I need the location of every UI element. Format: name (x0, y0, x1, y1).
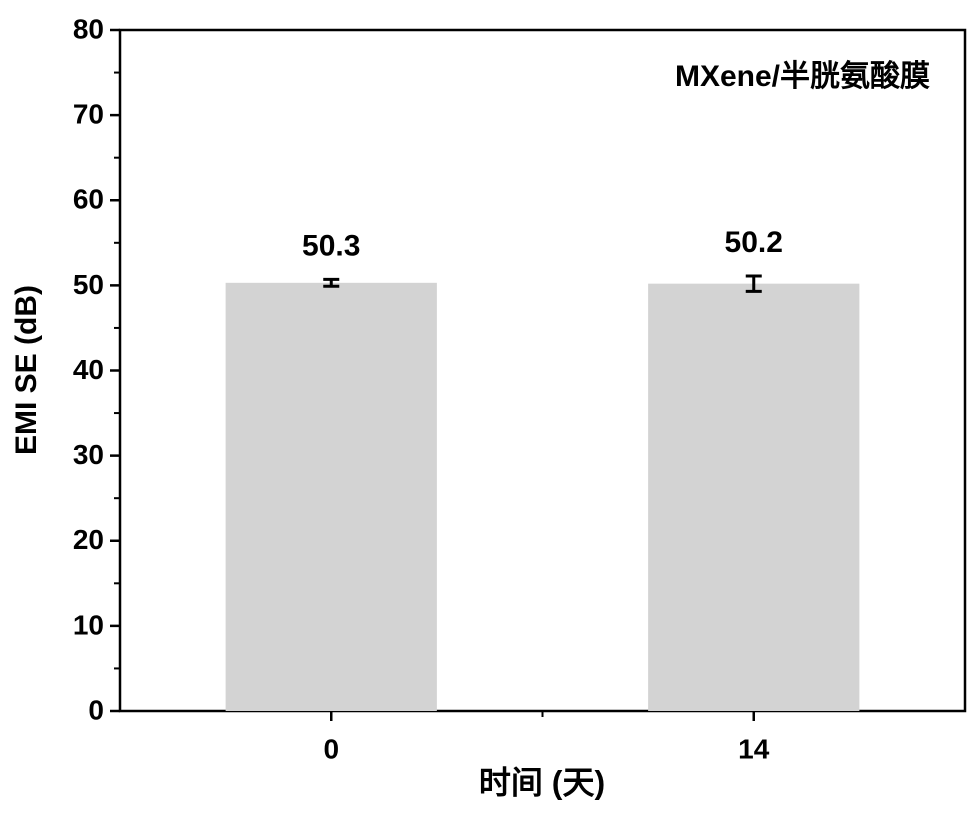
bar (648, 283, 860, 711)
x-tick-label: 14 (738, 733, 770, 764)
y-tick-label: 10 (73, 609, 104, 640)
y-tick-label: 60 (73, 184, 104, 215)
y-tick-label: 20 (73, 524, 104, 555)
y-tick-label: 40 (73, 354, 104, 385)
y-tick-label: 30 (73, 439, 104, 470)
x-axis-label: 时间 (天) (479, 764, 605, 800)
error-bar (745, 274, 762, 293)
value-label: 50.3 (302, 229, 360, 262)
value-label: 50.2 (725, 226, 783, 259)
bar (225, 282, 437, 711)
error-bar (323, 277, 340, 288)
y-tick-label: 80 (73, 13, 104, 44)
y-tick-label: 0 (88, 694, 104, 725)
y-axis-label: EMI SE (dB) (10, 285, 43, 455)
x-tick-label: 0 (323, 733, 339, 764)
annotation: MXene/半胱氨酸膜 (675, 60, 930, 93)
y-tick-label: 50 (73, 269, 104, 300)
y-tick-label: 70 (73, 99, 104, 130)
